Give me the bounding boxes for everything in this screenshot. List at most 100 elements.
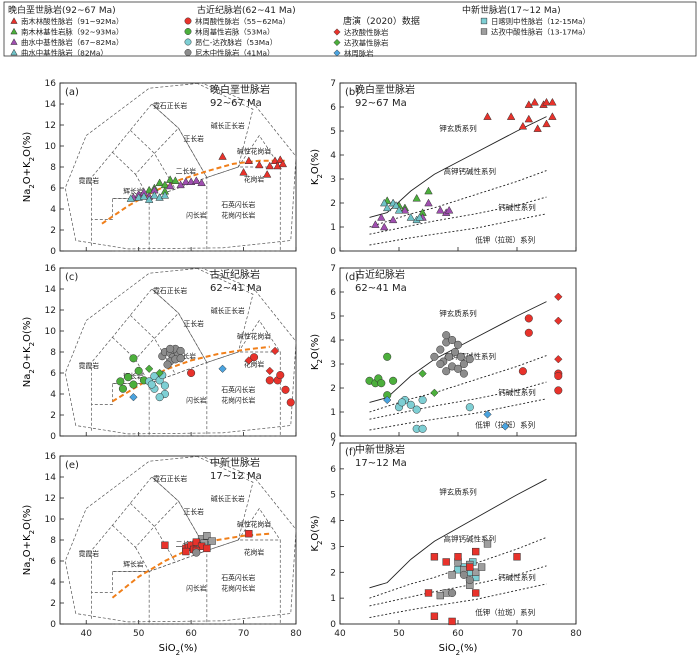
field-boundary	[238, 319, 281, 353]
data-point	[144, 195, 154, 203]
data-point	[165, 181, 175, 190]
panel-subtitle: 17~12 Ma	[210, 471, 262, 482]
field-boundary	[238, 507, 281, 541]
data-point	[382, 203, 392, 212]
legend-item-label: 林周基性岩脉（53Ma）	[195, 28, 274, 37]
y-tick-label: 14	[45, 285, 57, 295]
data-point	[176, 346, 185, 356]
field-label: 辉长岩	[123, 559, 144, 568]
data-point	[472, 568, 480, 576]
data-point	[412, 193, 421, 202]
data-point	[218, 364, 227, 373]
series-label: 钾玄质系列	[439, 487, 477, 497]
legend-marker	[10, 17, 18, 24]
series-label: 钾玄质系列	[439, 123, 477, 133]
data-point	[383, 395, 392, 405]
data-point	[270, 346, 280, 356]
data-point	[530, 97, 539, 106]
data-point	[472, 547, 480, 556]
field-label: 正长岩	[184, 507, 205, 516]
data-point	[418, 424, 427, 433]
y-tick-label: 6	[50, 557, 56, 567]
data-point	[155, 368, 164, 378]
x-tick-label: 40	[80, 629, 92, 639]
y-tick-label: 6	[330, 103, 336, 113]
legend: 晚白垩世脉岩(92~67 Ma)南木林酸性脉岩（91~92Ma） 南木林基性岩脉（…	[3, 1, 697, 58]
series-label: 高钾钙碱性系列	[444, 533, 497, 543]
panel-title: 古近纪脉岩	[355, 268, 405, 281]
data-point	[394, 205, 404, 214]
y-tick-label: 4	[50, 390, 56, 400]
panel-letter: (e)	[65, 460, 79, 471]
data-point	[436, 591, 444, 600]
legend-marker	[480, 17, 488, 25]
field-label: 花岗闪长岩	[221, 583, 255, 592]
field-boundary	[151, 82, 254, 178]
series-boundary	[369, 478, 547, 589]
data-point	[244, 356, 253, 365]
data-point	[448, 617, 456, 626]
panel-f: 40 50 60 70 80 0 1 2 3 4 5 6 7 (f)中新世脉岩 17~12 Ma 钾玄质系列高…	[310, 439, 582, 657]
legend-marker	[184, 28, 192, 35]
x-tick-label: 70	[238, 629, 250, 639]
data-point	[276, 371, 285, 380]
legend-marker	[184, 38, 192, 46]
y-tick-label: 5	[330, 312, 336, 322]
data-point	[145, 364, 154, 373]
y-tick-label: 10	[45, 142, 57, 152]
legend-marker	[333, 49, 341, 57]
field-boundary	[130, 502, 176, 563]
data-point	[430, 388, 439, 397]
field-boundary	[151, 455, 254, 551]
legend-item-label: 南木林基性岩脉（92~93Ma）	[21, 28, 123, 37]
y-tick-label: 14	[45, 473, 57, 483]
field-boundary	[238, 134, 281, 168]
data-point	[459, 359, 468, 369]
data-point	[436, 359, 445, 369]
field-boundary	[154, 127, 179, 154]
data-point	[129, 354, 138, 363]
field-boundary	[130, 129, 176, 190]
data-point	[453, 364, 463, 373]
data-point	[163, 360, 172, 369]
data-point	[524, 328, 533, 337]
y-tick-label: 2	[330, 199, 336, 209]
field-label: 碱长正长岩	[211, 494, 245, 503]
data-point	[380, 222, 389, 231]
y-tick-label: 2	[330, 384, 336, 394]
field-label: 二长岩	[176, 166, 197, 175]
data-point	[286, 398, 295, 407]
legend-marker	[184, 49, 192, 56]
data-point	[465, 575, 474, 585]
legend-marker	[480, 28, 488, 35]
field-label: 花岗闪长岩	[221, 395, 255, 404]
field-label: 闪长岩	[186, 583, 207, 592]
series-label: 钾玄质系列	[439, 308, 477, 318]
legend-item-label: 南木林酸性脉岩（91~92Ma）	[21, 17, 123, 26]
x-axis-label: SiO2(%)	[439, 643, 478, 657]
field-label: 二长岩	[176, 351, 197, 360]
legend-item-label: 达孜酸性脉岩	[344, 28, 388, 37]
y-tick-label: 2	[50, 226, 56, 236]
field-boundary	[112, 198, 150, 252]
y-tick-label: 8	[50, 163, 56, 173]
field-label: 花岗岩	[244, 360, 265, 369]
data-point	[265, 376, 274, 385]
legend-item-label: 曲水中基性脉岩（67~82Ma）	[21, 38, 123, 47]
field-boundary	[64, 82, 297, 250]
data-point	[116, 377, 125, 386]
x-tick-label: 40	[334, 629, 346, 639]
field-boundary	[64, 455, 297, 623]
data-point	[245, 530, 253, 538]
legend-item-label: 达孜基性脉岩	[344, 39, 388, 48]
legend-item-label: 达孜中酸性脉岩（13-17Ma）	[491, 28, 590, 37]
field-label: 霓霞岩	[79, 176, 100, 185]
y-axis-label: Na2O+K2O(%)	[22, 132, 36, 203]
legend-marker	[10, 27, 18, 35]
y-tick-label: 2	[50, 411, 56, 421]
data-point	[208, 537, 216, 545]
y-tick-label: 3	[330, 175, 336, 185]
y-tick-label: 12	[45, 494, 56, 504]
